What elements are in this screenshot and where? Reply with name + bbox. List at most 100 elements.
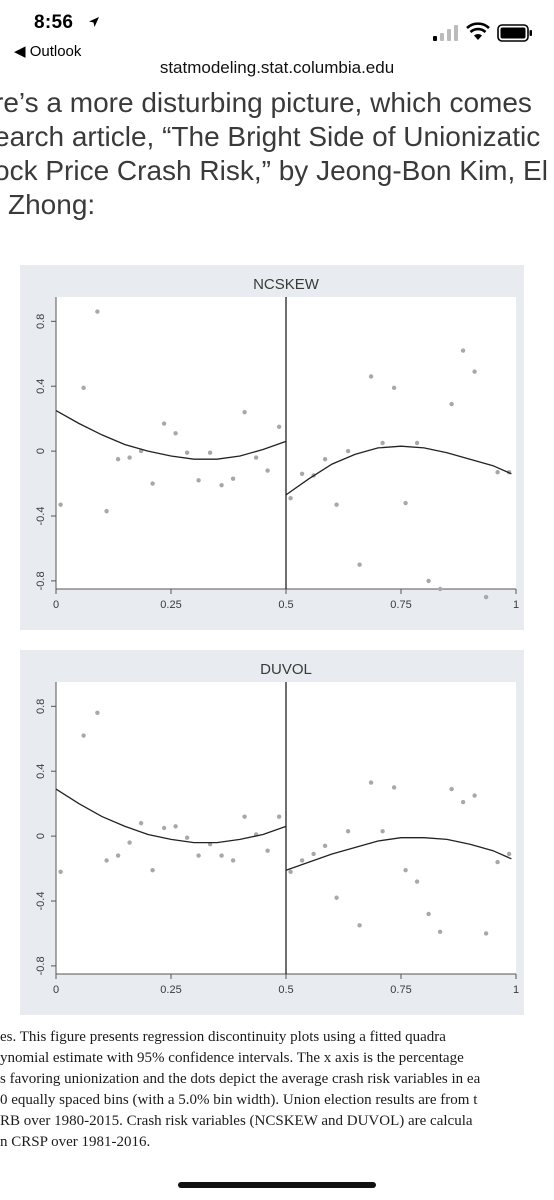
bin-mean-point (196, 478, 201, 483)
bin-mean-point (380, 829, 385, 834)
bin-mean-point (299, 471, 305, 477)
bin-mean-point (138, 820, 144, 826)
bin-mean-point (253, 455, 259, 460)
bin-mean-point (495, 859, 500, 865)
bin-mean-point (115, 853, 121, 858)
bin-mean-point (219, 853, 224, 858)
bin-mean-point (449, 401, 454, 407)
y-tick-label: -0.4 (35, 507, 47, 526)
caption-line: 0 equally spaced bins (with a 5.0% bin w… (0, 1092, 478, 1108)
bin-mean-point (115, 457, 121, 462)
bin-mean-point (104, 858, 109, 863)
bin-mean-point (299, 858, 305, 863)
bin-mean-point (95, 710, 100, 716)
battery-icon (497, 24, 532, 42)
status-bar: 8:56 ◀ Outlook (0, 0, 554, 62)
bin-mean-point (472, 793, 477, 798)
bin-mean-point (127, 455, 132, 460)
x-tick-label: 0.5 (278, 984, 293, 996)
home-indicator[interactable] (178, 1182, 376, 1188)
bin-mean-point (81, 385, 86, 391)
bin-mean-point (95, 309, 100, 314)
bin-mean-point (368, 780, 374, 785)
bin-mean-point (460, 348, 466, 353)
bin-mean-point (173, 824, 178, 829)
chart-title: DUVOL (260, 661, 312, 678)
x-tick-label: 0.5 (278, 599, 293, 611)
bin-mean-point (276, 814, 282, 819)
fit-curve-left (55, 410, 287, 460)
bin-mean-point (265, 848, 270, 853)
bin-mean-point (460, 799, 466, 805)
bin-mean-point (58, 502, 63, 507)
y-tick-label: 0 (35, 833, 47, 839)
location-arrow-icon (89, 17, 99, 27)
bin-mean-point (334, 895, 339, 900)
bin-mean-point (127, 840, 132, 845)
bin-mean-point (426, 578, 431, 584)
bin-mean-point (58, 869, 63, 874)
bin-mean-point (483, 931, 489, 936)
bin-mean-point (472, 369, 477, 374)
bin-mean-point (81, 733, 86, 738)
bin-mean-point (173, 431, 178, 436)
bin-mean-point (391, 385, 397, 391)
bin-mean-point (437, 929, 443, 935)
bin-mean-point (449, 786, 454, 792)
caption-line: RB over 1980-2015. Crash risk variables … (0, 1113, 473, 1129)
back-to-outlook-link[interactable]: ◀ Outlook (14, 43, 82, 60)
y-tick-label: -0.4 (35, 892, 47, 911)
fit-curve-left (55, 788, 287, 844)
x-tick-label: 0 (53, 599, 59, 611)
bin-mean-point (184, 450, 190, 455)
bin-mean-point (506, 851, 512, 857)
x-tick-label: 0.75 (390, 599, 411, 611)
article-line: i Zhong: (0, 189, 96, 220)
article-line: ock Price Crash Risk,” by Jeong-Bon Kim,… (0, 155, 548, 186)
bin-mean-point (311, 851, 316, 857)
bin-mean-point (288, 869, 293, 874)
article-line: earch article, “The Bright Side of Union… (0, 121, 541, 152)
y-tick-label: 0.4 (35, 764, 47, 779)
bin-mean-point (322, 457, 328, 462)
bin-mean-point (276, 424, 282, 429)
bin-mean-point (161, 825, 167, 831)
bin-mean-point (265, 468, 270, 473)
bin-mean-point (414, 440, 420, 446)
bin-mean-point (345, 448, 351, 454)
x-tick-label: 1 (513, 599, 519, 611)
address-bar[interactable]: statmodeling.stat.columbia.edu (159, 58, 395, 77)
bin-mean-point (334, 502, 339, 507)
status-time: 8:56 (34, 12, 74, 33)
x-tick-label: 0.25 (160, 599, 181, 611)
bin-mean-point (414, 879, 420, 884)
y-tick-label: 0.8 (35, 314, 47, 329)
bin-mean-point (242, 814, 247, 819)
bin-mean-point (219, 482, 224, 488)
bin-mean-point (150, 867, 155, 873)
bin-mean-point (403, 867, 408, 873)
x-tick-label: 1 (513, 984, 519, 996)
y-tick-label: 0 (35, 448, 47, 454)
x-tick-label: 0 (53, 984, 59, 996)
bin-mean-point (368, 374, 374, 379)
y-tick-label: -0.8 (35, 956, 47, 975)
bin-mean-point (196, 853, 201, 858)
x-tick-label: 0.75 (390, 984, 411, 996)
bin-mean-point (150, 481, 155, 486)
duvol-rd-plot: DUVOL 0 0.25 0.5 0.75 1 -0.8 -0.4 0 0.4 0.8 (20, 650, 524, 1015)
bin-mean-point (104, 508, 109, 514)
x-tick-label: 0.25 (160, 984, 181, 996)
bin-mean-point (483, 594, 489, 600)
bin-mean-point (437, 586, 443, 592)
bin-mean-point (184, 835, 190, 840)
bin-mean-point (322, 843, 328, 849)
bin-mean-point (288, 495, 293, 501)
bin-mean-point (242, 409, 247, 415)
bin-mean-point (357, 562, 362, 567)
fit-curve-right (285, 445, 512, 496)
y-tick-label: 0.8 (35, 699, 47, 714)
article-paragraph: re’s a more disturbing picture, which co… (0, 86, 554, 222)
caption-line: ynomial estimate with 95% confidence int… (0, 1050, 464, 1066)
bin-mean-point (357, 923, 362, 928)
